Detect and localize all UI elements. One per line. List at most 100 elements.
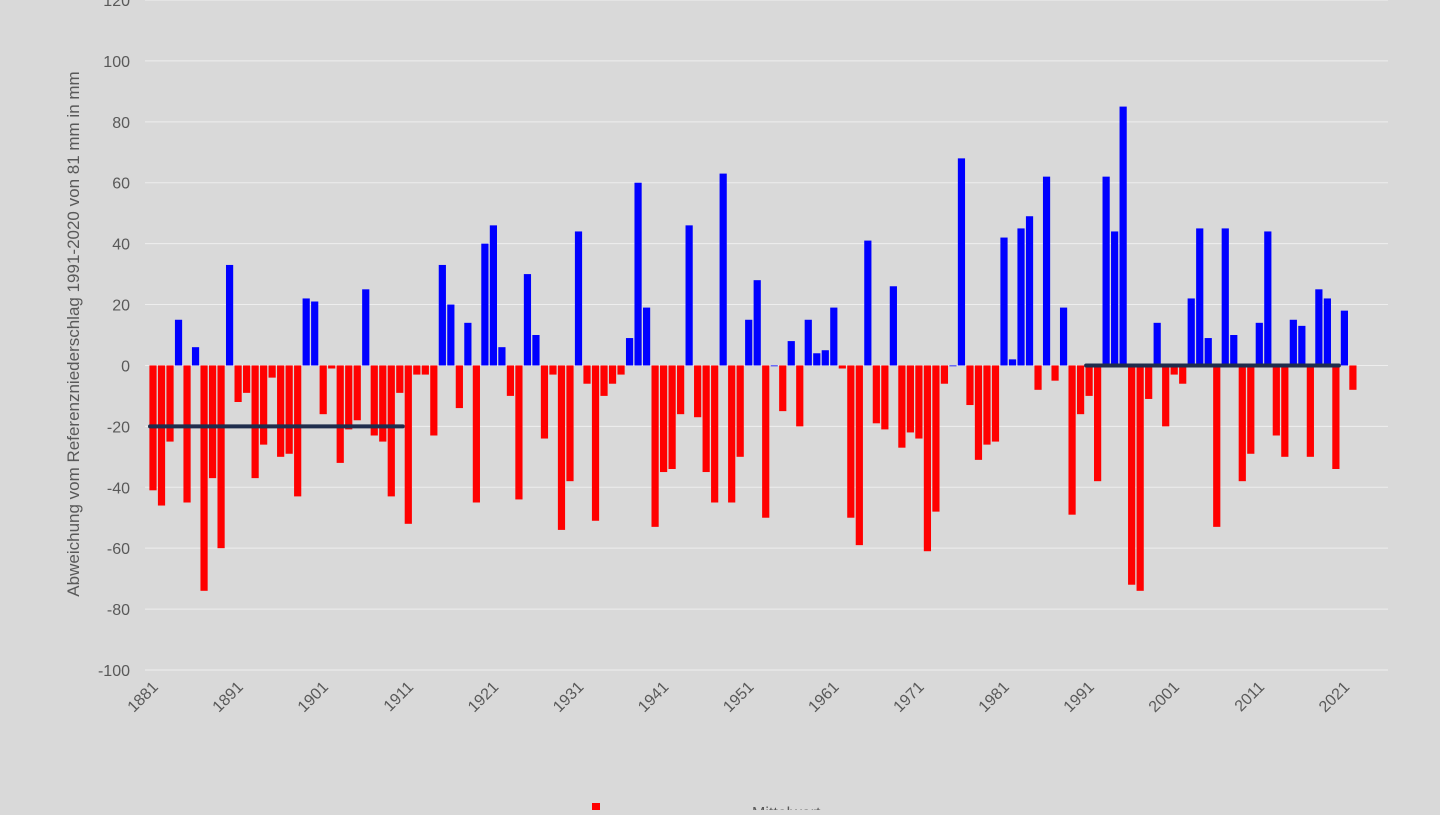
bar-1887 xyxy=(200,365,208,591)
bar-1976 xyxy=(957,158,966,366)
bar-1901 xyxy=(319,365,327,415)
bar-1926 xyxy=(532,335,540,366)
bar-2005 xyxy=(1204,338,1212,366)
legend-label-mean: Mittelwert xyxy=(752,805,821,810)
bar-1937 xyxy=(625,338,634,366)
bar-2004 xyxy=(1196,228,1204,366)
bar-1985 xyxy=(1034,365,1042,390)
bar-1891 xyxy=(234,365,242,402)
bar-1940 xyxy=(651,365,659,527)
bar-1883 xyxy=(166,365,174,442)
bar-1956 xyxy=(787,341,795,366)
bar-1908 xyxy=(379,365,387,442)
bar-1922 xyxy=(498,347,506,366)
bar-1974 xyxy=(940,365,949,384)
bar-1895 xyxy=(268,365,276,378)
bar-1961 xyxy=(830,307,838,366)
bar-1916 xyxy=(447,304,455,366)
bar-1904 xyxy=(345,365,353,430)
bar-1978 xyxy=(974,365,983,460)
bar-1915 xyxy=(438,264,446,366)
bar-1894 xyxy=(260,365,268,445)
bar-1923 xyxy=(506,365,515,396)
mean-lines xyxy=(148,363,1341,429)
bar-1899 xyxy=(302,298,310,366)
bar-1964 xyxy=(855,365,863,546)
bar-1934 xyxy=(600,365,608,396)
bar-1933 xyxy=(591,365,600,521)
bar-1886 xyxy=(191,347,200,366)
bar-1924 xyxy=(515,365,523,500)
bar-1938 xyxy=(634,182,642,366)
y-tick-label: -80 xyxy=(107,602,130,619)
bar-1958 xyxy=(804,319,812,366)
bar-1890 xyxy=(225,264,234,366)
bar-2012 xyxy=(1264,231,1272,366)
bar-1896 xyxy=(277,365,285,457)
bar-1970 xyxy=(906,365,914,433)
bar-2017 xyxy=(1306,365,1314,457)
bar-1981 xyxy=(1000,237,1008,366)
bar-2009 xyxy=(1238,365,1246,482)
bar-1927 xyxy=(540,365,549,439)
bar-1991 xyxy=(1085,365,1093,396)
bar-1975 xyxy=(949,365,957,367)
bar-1925 xyxy=(523,274,532,366)
bar-1988 xyxy=(1059,307,1068,366)
bar-1882 xyxy=(157,365,166,506)
bar-1918 xyxy=(464,322,472,366)
bar-1911 xyxy=(404,365,412,524)
bar-1944 xyxy=(685,225,693,366)
bar-1984 xyxy=(1025,216,1034,366)
x-tick-label: 1911 xyxy=(381,679,417,715)
bar-1885 xyxy=(183,365,191,503)
legend-swatch-bars xyxy=(592,803,600,815)
y-axis: -100 -80 -60 -40 -20 0 20 40 60 80 100 120 xyxy=(98,0,130,680)
y-tick-label: 20 xyxy=(112,298,130,315)
bar-1898 xyxy=(294,365,302,497)
x-axis: 1881 1891 1901 1911 1921 1931 1941 1951 1961 1971… xyxy=(125,679,1354,716)
bar-2000 xyxy=(1162,365,1170,427)
x-tick-label: 1961 xyxy=(805,679,842,716)
bar-1906 xyxy=(362,289,370,366)
bar-1954 xyxy=(770,365,778,367)
bar-1969 xyxy=(898,365,906,448)
bar-1952 xyxy=(753,280,761,366)
bar-2021 xyxy=(1340,310,1348,366)
bar-1912 xyxy=(413,365,421,375)
bar-1892 xyxy=(243,365,251,393)
bar-1888 xyxy=(208,365,217,479)
bar-1889 xyxy=(217,365,225,549)
bar-2014 xyxy=(1281,365,1289,457)
bar-2002 xyxy=(1179,365,1187,384)
bar-1992 xyxy=(1094,365,1102,482)
y-axis-label: Abweichung vom Referenzniederschlag 1991… xyxy=(64,71,83,596)
bar-2020 xyxy=(1332,365,1340,469)
x-tick-label: 1891 xyxy=(210,679,247,716)
bar-1993 xyxy=(1102,176,1110,366)
x-tick-label: 2001 xyxy=(1146,679,1183,716)
bar-1980 xyxy=(991,365,1000,442)
bar-1943 xyxy=(677,365,685,415)
bar-1932 xyxy=(583,365,591,384)
bar-1928 xyxy=(549,365,557,375)
bar-2006 xyxy=(1213,365,1221,527)
bar-1957 xyxy=(796,365,804,427)
bar-2016 xyxy=(1298,325,1306,366)
x-tick-label: 2011 xyxy=(1232,679,1268,715)
bar-1994 xyxy=(1111,231,1119,366)
x-tick-label: 2021 xyxy=(1316,679,1353,716)
bar-1982 xyxy=(1008,359,1017,366)
bar-1900 xyxy=(311,301,319,366)
bar-1955 xyxy=(779,365,787,412)
bar-1983 xyxy=(1017,228,1025,366)
y-tick-label: 40 xyxy=(112,237,130,254)
bar-1930 xyxy=(566,365,574,482)
bar-2001 xyxy=(1170,365,1178,375)
y-tick-label: 0 xyxy=(121,358,130,375)
x-tick-label: 1921 xyxy=(465,679,502,716)
bar-1936 xyxy=(617,365,625,375)
bar-1910 xyxy=(396,365,404,393)
